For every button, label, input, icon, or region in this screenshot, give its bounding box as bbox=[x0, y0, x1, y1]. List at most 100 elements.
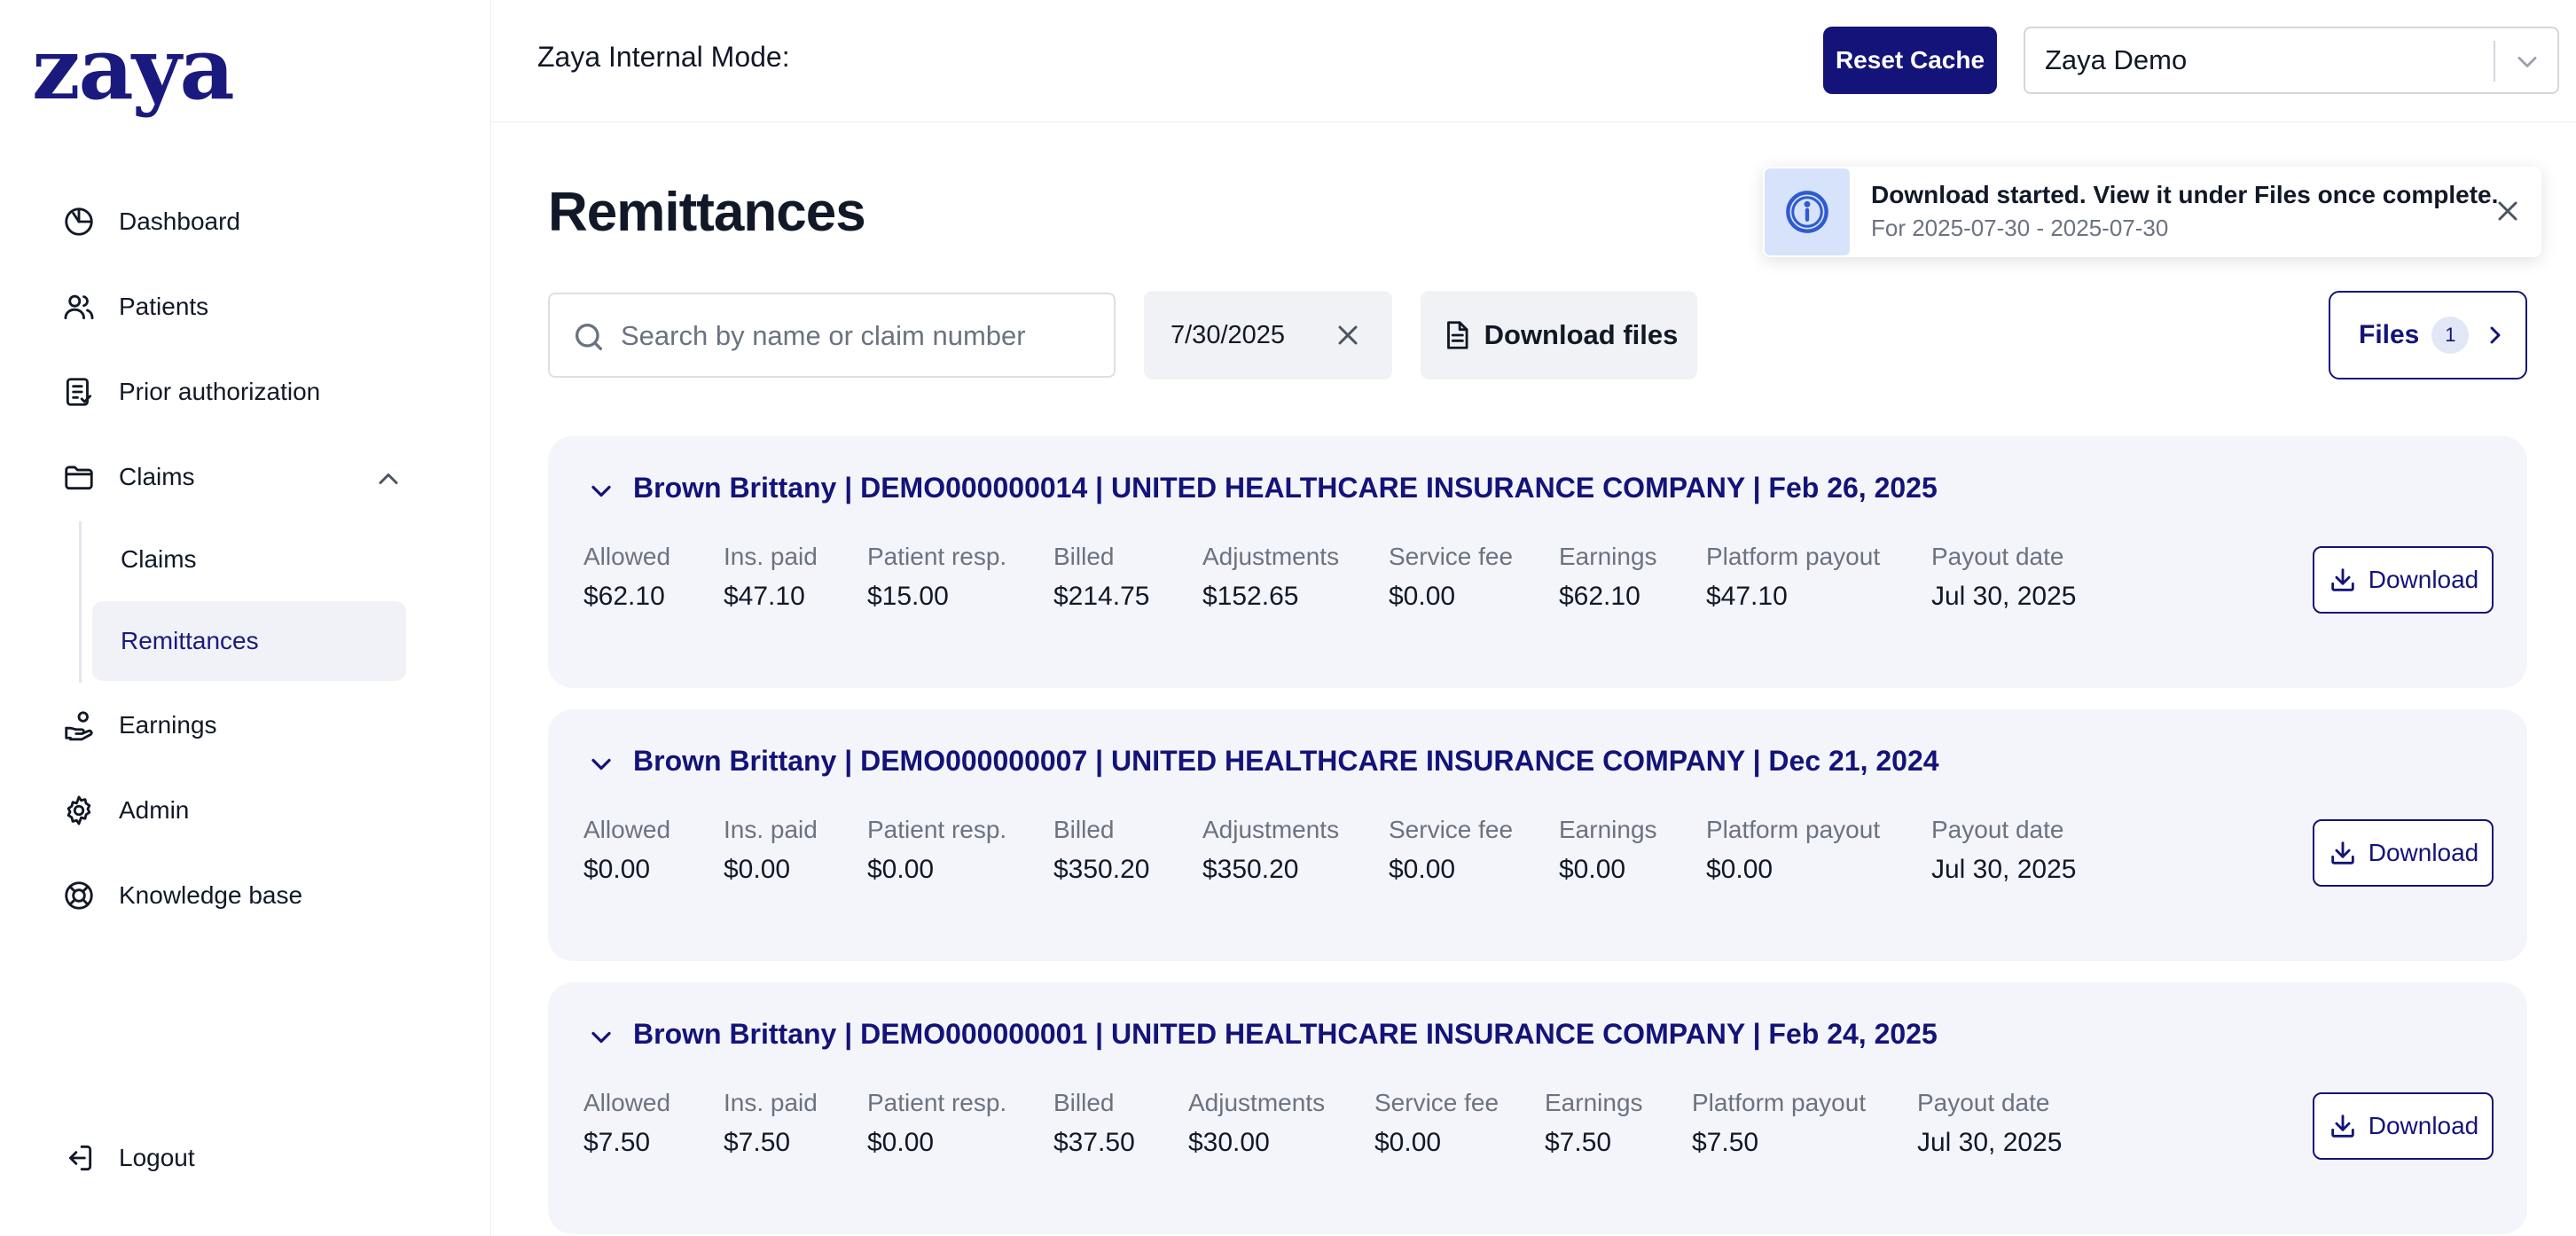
files-button[interactable]: Files 1 bbox=[2329, 291, 2527, 379]
document-icon bbox=[1446, 321, 1468, 349]
metric-adjustments: Adjustments $350.20 bbox=[1202, 816, 1339, 885]
zaya-logo[interactable]: zaya bbox=[32, 19, 235, 119]
org-select-value: Zaya Demo bbox=[2045, 44, 2188, 75]
clipboard-icon bbox=[60, 373, 98, 411]
sidebar: zaya Dashboard Patients Prior authorizat… bbox=[0, 0, 491, 1236]
chevron-up-icon[interactable] bbox=[372, 463, 404, 495]
download-icon bbox=[2330, 568, 2354, 591]
metric-value: $0.00 bbox=[867, 1128, 935, 1157]
users-icon bbox=[60, 288, 98, 325]
chevron-down-icon[interactable] bbox=[585, 475, 617, 507]
metric-label: Allowed bbox=[583, 816, 671, 843]
files-label: Files bbox=[2359, 320, 2420, 349]
topbar: Zaya Internal Mode: Reset Cache Zaya Dem… bbox=[491, 0, 2576, 122]
chevron-down-icon[interactable] bbox=[2511, 46, 2543, 78]
metric-value: $0.00 bbox=[1559, 855, 1626, 884]
metric-billed: Billed $37.50 bbox=[1053, 1089, 1135, 1158]
metric-label: Ins. paid bbox=[724, 816, 818, 843]
remittance-title[interactable]: Brown Brittany | DEMO000000014 | UNITED … bbox=[633, 472, 1938, 504]
sidebar-item-patients[interactable]: Patients bbox=[60, 280, 208, 333]
download-label: Download bbox=[2368, 566, 2479, 593]
metric-allowed: Allowed $7.50 bbox=[583, 1089, 670, 1158]
metric-payout-date: Payout date Jul 30, 2025 bbox=[1931, 816, 2076, 885]
sidebar-subitem-remittances[interactable]: Remittances bbox=[92, 601, 406, 681]
sidebar-item-label: Earnings bbox=[119, 711, 217, 739]
sidebar-subitem-claims[interactable]: Claims bbox=[121, 545, 197, 573]
metric-label: Patient resp. bbox=[867, 816, 1007, 843]
metric-value: Jul 30, 2025 bbox=[1931, 582, 2077, 611]
date-filter[interactable]: 7/30/2025 bbox=[1144, 291, 1392, 379]
sidebar-item-knowledge-base[interactable]: Knowledge base bbox=[60, 869, 302, 922]
metric-value: $7.50 bbox=[1545, 1128, 1612, 1157]
metric-value: $7.50 bbox=[1692, 1128, 1759, 1157]
toast-title: Download started. View it under Files on… bbox=[1871, 181, 2499, 208]
metric-value: $0.00 bbox=[1706, 855, 1773, 884]
date-filter-value: 7/30/2025 bbox=[1171, 320, 1286, 349]
metric-patient-resp: Patient resp. $15.00 bbox=[867, 543, 1006, 612]
sidebar-item-label: Claims bbox=[119, 463, 195, 490]
download-files-button[interactable]: Download files bbox=[1421, 291, 1697, 379]
metric-label: Payout date bbox=[1917, 1089, 2050, 1116]
metric-billed: Billed $350.20 bbox=[1053, 816, 1149, 885]
remittance-title[interactable]: Brown Brittany | DEMO000000007 | UNITED … bbox=[633, 745, 1939, 777]
metric-label: Earnings bbox=[1559, 543, 1657, 570]
metric-allowed: Allowed $62.10 bbox=[583, 543, 670, 612]
metric-value: Jul 30, 2025 bbox=[1931, 855, 2077, 884]
sidebar-item-label: Admin bbox=[119, 796, 190, 824]
sidebar-item-label: Dashboard bbox=[119, 207, 240, 235]
metric-value: $350.20 bbox=[1202, 855, 1299, 884]
clear-date-icon[interactable] bbox=[1332, 319, 1364, 351]
metric-value: $62.10 bbox=[1559, 582, 1640, 611]
metric-label: Service fee bbox=[1374, 1089, 1499, 1116]
metric-label: Earnings bbox=[1559, 816, 1657, 843]
remittance-card: Brown Brittany | DEMO000000001 | UNITED … bbox=[548, 982, 2527, 1234]
download-files-label: Download files bbox=[1484, 319, 1679, 350]
metric-label: Service fee bbox=[1389, 816, 1514, 843]
metric-payout-date: Payout date Jul 30, 2025 bbox=[1917, 1089, 2062, 1158]
logout-label: Logout bbox=[119, 1144, 195, 1171]
reset-cache-button[interactable]: Reset Cache bbox=[1823, 27, 1997, 94]
sidebar-item-claims[interactable]: Claims bbox=[60, 450, 195, 504]
sidebar-item-dashboard[interactable]: Dashboard bbox=[60, 195, 240, 248]
metric-value: $15.00 bbox=[867, 582, 949, 611]
metric-adjustments: Adjustments $152.65 bbox=[1202, 543, 1339, 612]
search-box bbox=[548, 293, 1116, 378]
metric-patient-resp: Patient resp. $0.00 bbox=[867, 1089, 1006, 1158]
logout-button[interactable]: Logout bbox=[60, 1131, 195, 1185]
org-select[interactable]: Zaya Demo bbox=[2024, 27, 2559, 94]
sidebar-item-admin[interactable]: Admin bbox=[60, 784, 189, 837]
search-input[interactable] bbox=[621, 310, 1100, 362]
metric-label: Earnings bbox=[1545, 1089, 1643, 1116]
metric-value: $152.65 bbox=[1202, 582, 1299, 611]
download-label: Download bbox=[2368, 1112, 2479, 1139]
metric-patient-resp: Patient resp. $0.00 bbox=[867, 816, 1006, 885]
metric-payout-date: Payout date Jul 30, 2025 bbox=[1931, 543, 2076, 612]
download-button[interactable]: Download bbox=[2313, 1092, 2494, 1160]
metric-label: Patient resp. bbox=[867, 1089, 1007, 1116]
metric-ins-paid: Ins. paid $47.10 bbox=[724, 543, 818, 612]
download-label: Download bbox=[2368, 839, 2479, 866]
metric-label: Ins. paid bbox=[724, 1089, 818, 1116]
metric-allowed: Allowed $0.00 bbox=[583, 816, 670, 885]
metric-value: Jul 30, 2025 bbox=[1917, 1128, 2063, 1157]
metric-label: Platform payout bbox=[1706, 543, 1881, 570]
remittance-title[interactable]: Brown Brittany | DEMO000000001 | UNITED … bbox=[633, 1018, 1938, 1050]
chevron-down-icon[interactable] bbox=[585, 748, 617, 780]
metric-value: $47.10 bbox=[1706, 582, 1788, 611]
metric-value: $62.10 bbox=[583, 582, 665, 611]
metric-ins-paid: Ins. paid $0.00 bbox=[724, 816, 818, 885]
hand-coin-icon bbox=[60, 707, 98, 744]
download-button[interactable]: Download bbox=[2313, 819, 2494, 887]
page-title: Remittances bbox=[548, 182, 866, 243]
sidebar-item-earnings[interactable]: Earnings bbox=[60, 699, 217, 752]
sidebar-item-prior-authorization[interactable]: Prior authorization bbox=[60, 365, 320, 419]
metric-earnings: Earnings $7.50 bbox=[1545, 1089, 1643, 1158]
lifebuoy-icon bbox=[60, 877, 98, 914]
chevron-down-icon[interactable] bbox=[585, 1021, 617, 1053]
sidebar-item-label: Patients bbox=[119, 293, 209, 320]
metric-label: Platform payout bbox=[1692, 1089, 1867, 1116]
metric-value: $30.00 bbox=[1188, 1128, 1270, 1157]
close-icon[interactable] bbox=[2492, 195, 2524, 227]
sidebar-item-label: Prior authorization bbox=[119, 378, 321, 405]
download-button[interactable]: Download bbox=[2313, 546, 2494, 614]
